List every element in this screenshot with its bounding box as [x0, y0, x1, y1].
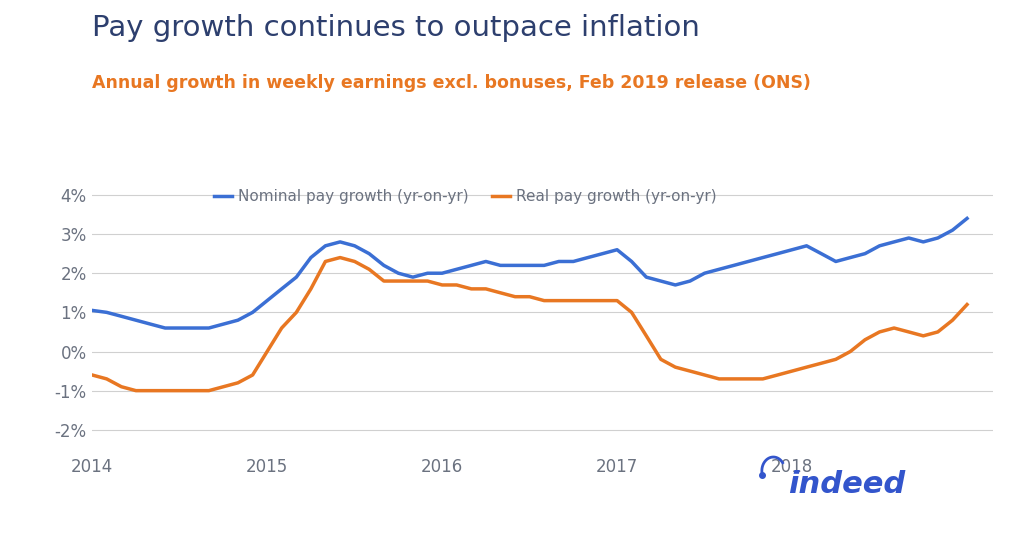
Text: indeed: indeed — [788, 471, 906, 499]
Text: Annual growth in weekly earnings excl. bonuses, Feb 2019 release (ONS): Annual growth in weekly earnings excl. b… — [92, 74, 811, 92]
Legend: Nominal pay growth (yr-on-yr), Real pay growth (yr-on-yr): Nominal pay growth (yr-on-yr), Real pay … — [208, 183, 723, 210]
Text: Pay growth continues to outpace inflation: Pay growth continues to outpace inflatio… — [92, 14, 700, 42]
